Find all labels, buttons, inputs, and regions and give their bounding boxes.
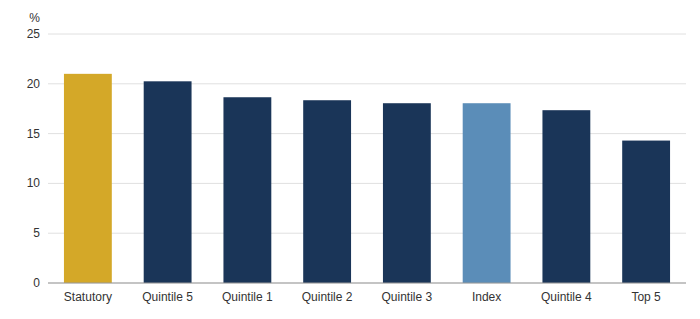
- x-tick-label: Quintile 3: [382, 290, 433, 304]
- grid: [48, 34, 686, 283]
- x-axis-line: [48, 283, 686, 284]
- x-axis: Statutory Quintile 5 Quintile 1 Quintile 2 Q…: [48, 283, 686, 304]
- x-tick-label: Quintile 5: [142, 290, 193, 304]
- bar: [383, 103, 431, 283]
- grid-line: [48, 283, 686, 284]
- y-tick-label: 25: [27, 27, 41, 41]
- bar: [303, 100, 351, 283]
- chart-container: 0 5 10 15 20 25% Statutory Quintile 5 Quintile 1…: [0, 0, 700, 319]
- bar: [622, 141, 670, 283]
- x-tick-label: Quintile 2: [302, 290, 353, 304]
- x-tick-label: Index: [472, 290, 501, 304]
- bar: [542, 110, 590, 283]
- bar: [463, 103, 511, 283]
- x-tick-label: Top 5: [631, 290, 661, 304]
- x-tick-label: Quintile 4: [541, 290, 592, 304]
- bars: [64, 74, 670, 283]
- x-tick-label: Statutory: [64, 290, 112, 304]
- y-tick-label: 20: [27, 77, 41, 91]
- grid-line: [48, 34, 686, 35]
- y-axis: 0 5 10 15 20 25: [27, 27, 41, 290]
- y-tick-label: 5: [33, 226, 40, 240]
- x-tick-label: Quintile 1: [222, 290, 273, 304]
- bar: [64, 74, 112, 283]
- bar: [144, 81, 192, 283]
- bar: [223, 97, 271, 283]
- y-tick-label: 15: [27, 127, 41, 141]
- chart: 0 5 10 15 20 25% Statutory Quintile 5 Quintile 1…: [0, 0, 700, 319]
- y-tick-label: 0: [33, 276, 40, 290]
- y-axis-label: %: [29, 11, 40, 25]
- y-tick-label: 10: [27, 176, 41, 190]
